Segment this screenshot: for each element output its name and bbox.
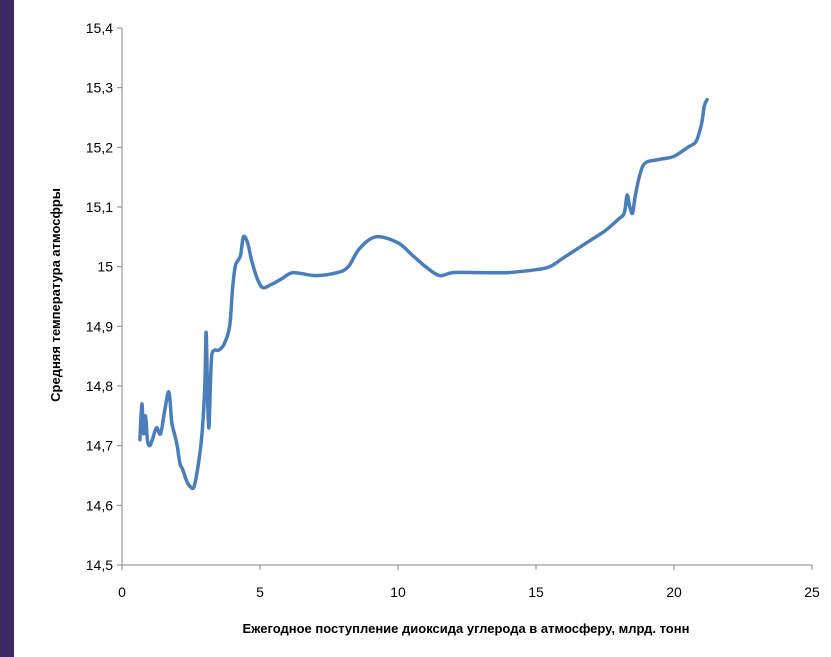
y-tick-label: 15,2 xyxy=(86,139,113,155)
chart-frame xyxy=(14,0,831,657)
chart-axes xyxy=(121,28,812,566)
y-tick-label: 14,9 xyxy=(86,318,113,334)
y-tick-label: 15 xyxy=(97,259,113,275)
y-tick-label: 15,4 xyxy=(86,20,113,36)
series-group xyxy=(138,97,709,491)
x-tick-label: 0 xyxy=(118,584,126,600)
y-axis-title: Средняя температура атмосфры xyxy=(48,188,63,402)
x-axis-title: Ежегодное поступление диоксида углерода … xyxy=(243,621,690,636)
x-ticks: 0 5 10 15 20 25 xyxy=(118,565,820,600)
y-tick-label: 15,1 xyxy=(86,199,113,215)
x-tick-label: 25 xyxy=(804,584,820,600)
y-ticks: 14,5 14,6 14,7 14,8 14,9 15 15,1 15,2 15,3 15,4 xyxy=(86,20,122,573)
y-tick-label: 14,7 xyxy=(86,438,113,454)
series-line xyxy=(138,97,709,491)
x-tick-label: 15 xyxy=(528,584,544,600)
x-tick-label: 5 xyxy=(256,584,264,600)
y-tick-label: 14,5 xyxy=(86,557,113,573)
y-tick-label: 15,3 xyxy=(86,80,113,96)
y-tick-label: 14,8 xyxy=(86,378,113,394)
x-tick-label: 20 xyxy=(666,584,682,600)
y-tick-label: 14,6 xyxy=(86,497,113,513)
x-tick-label: 10 xyxy=(390,584,406,600)
